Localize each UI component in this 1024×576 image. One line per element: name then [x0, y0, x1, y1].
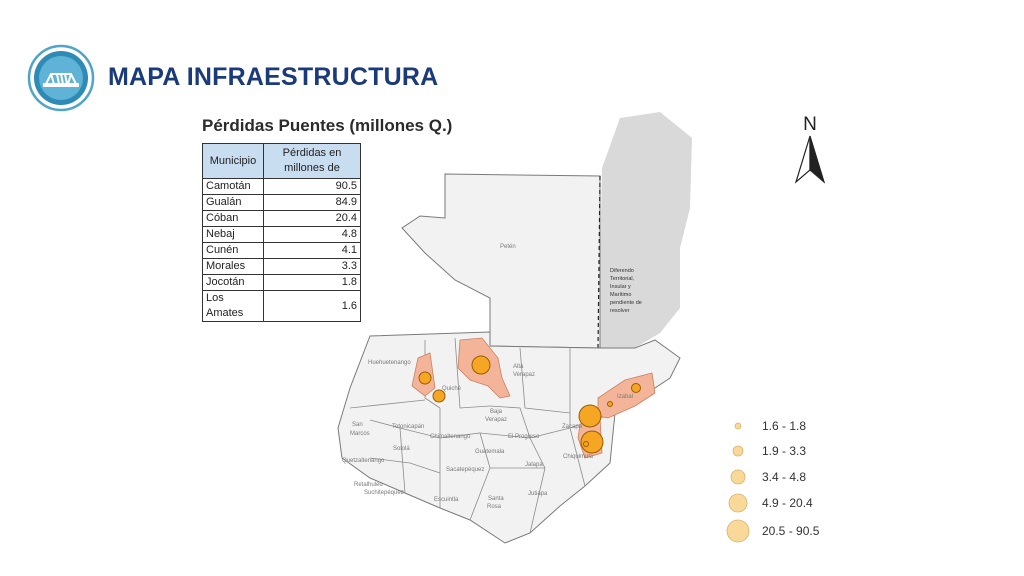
label-el-progreso: El Progreso [508, 434, 540, 440]
region-peten [401, 173, 601, 349]
municipio-cell: Jocotán [202, 274, 264, 291]
legend-symbol-5 [726, 519, 750, 543]
disputed-territory [598, 112, 692, 348]
column-header-perdidas: Pérdidas en millones de [263, 143, 361, 179]
legend-symbol-2 [732, 445, 744, 457]
losses-table: Municipio Pérdidas en millones de Camotá… [202, 143, 361, 322]
label-santa-rosa-1: Santa [488, 496, 504, 502]
bubble-nebaj [418, 371, 432, 385]
label-quiche: Quiché [442, 386, 462, 392]
label-baja-verapaz-1: Baja [490, 409, 503, 415]
north-arrow-icon: N [790, 112, 830, 192]
municipio-cell: Camotán [202, 178, 264, 195]
legend-label-5: 20.5 - 90.5 [762, 524, 820, 538]
table-row: Los Amates 1.6 [202, 290, 361, 322]
label-guatemala: Guatemala [475, 449, 505, 455]
label-chimaltenango: Chimaltenango [430, 434, 471, 440]
bubble-morales [631, 383, 641, 393]
label-huehuetenango: Huehuetenango [368, 360, 411, 366]
bubble-camotan [580, 430, 604, 454]
label-diferendo-6: resolver [610, 308, 630, 314]
label-retalhuleu: Retalhuleu [354, 482, 383, 488]
label-alta-verapaz-2: Verapaz [513, 372, 535, 378]
label-zacapa: Zacapa [562, 424, 583, 430]
bubble-gualan [578, 404, 602, 428]
north-label: N [803, 114, 817, 135]
label-diferendo-4: Marítimo [610, 292, 631, 298]
page-title: MAPA INFRAESTRUCTURA [108, 63, 439, 91]
guatemala-map: Petén Huehuetenango Alta Verapaz Quiché … [330, 108, 700, 553]
column-header-municipio: Municipio [202, 143, 264, 179]
legend-symbol-1 [734, 422, 742, 430]
label-san-marcos-2: Marcos [350, 431, 370, 437]
label-alta-verapaz-1: Alta [513, 364, 524, 370]
label-solola: Sololá [393, 446, 410, 452]
legend-label-1: 1.6 - 1.8 [762, 419, 807, 433]
municipio-cell: Morales [202, 258, 264, 275]
label-jalapa: Jalapa [525, 462, 543, 468]
municipio-cell: Gualán [202, 194, 264, 211]
legend-symbol-4 [728, 493, 748, 513]
legend-label-3: 3.4 - 4.8 [762, 470, 807, 484]
label-diferendo-2: Territorial, [610, 276, 635, 282]
table-row: Cóban 20.4 [202, 210, 361, 227]
legend-symbol-3 [730, 469, 746, 485]
legend-label-2: 1.9 - 3.3 [762, 444, 807, 458]
table-title: Pérdidas Puentes (millones Q.) [202, 116, 453, 135]
bubble-cunen [432, 389, 446, 403]
department-borders [349, 337, 616, 534]
bubble-coban [471, 355, 491, 375]
label-santa-rosa-2: Rosa [487, 504, 502, 510]
bubble-jocotan [583, 441, 589, 447]
label-baja-verapaz-2: Verapaz [485, 417, 507, 423]
table-row: Camotán 90.5 [202, 178, 361, 195]
label-izabal: Izabal [617, 394, 633, 400]
label-suchitepequez: Suchitepéquez [364, 490, 404, 496]
legend-label-4: 4.9 - 20.4 [762, 496, 813, 510]
label-totonicapan: Totonicapán [392, 424, 424, 430]
municipio-cell: Nebaj [202, 226, 264, 243]
bridge-logo-icon [27, 44, 95, 112]
label-diferendo-5: pendiente de [610, 300, 642, 306]
label-jutiapa: Jutiapa [528, 491, 548, 497]
label-diferendo-3: Insular y [610, 284, 631, 290]
municipio-cell: Cóban [202, 210, 264, 227]
municipio-cell: Cunén [202, 242, 264, 259]
losses-cell: 20.4 [263, 210, 361, 227]
label-chiquimula: Chiquimula [563, 454, 594, 460]
label-peten: Petén [500, 244, 516, 250]
municipio-cell: Los Amates [202, 290, 264, 322]
bubble-los-amates [607, 401, 613, 407]
label-san-marcos-1: San [352, 422, 363, 428]
label-diferendo-1: Diferendo [610, 268, 634, 274]
label-quetzaltenango: Quetzaltenango [342, 458, 385, 464]
label-escuintla: Escuintla [434, 497, 459, 503]
disputed-border-line [597, 175, 601, 349]
losses-cell: 1.6 [263, 290, 361, 322]
label-sacatepequez: Sacatepéquez [446, 467, 484, 473]
